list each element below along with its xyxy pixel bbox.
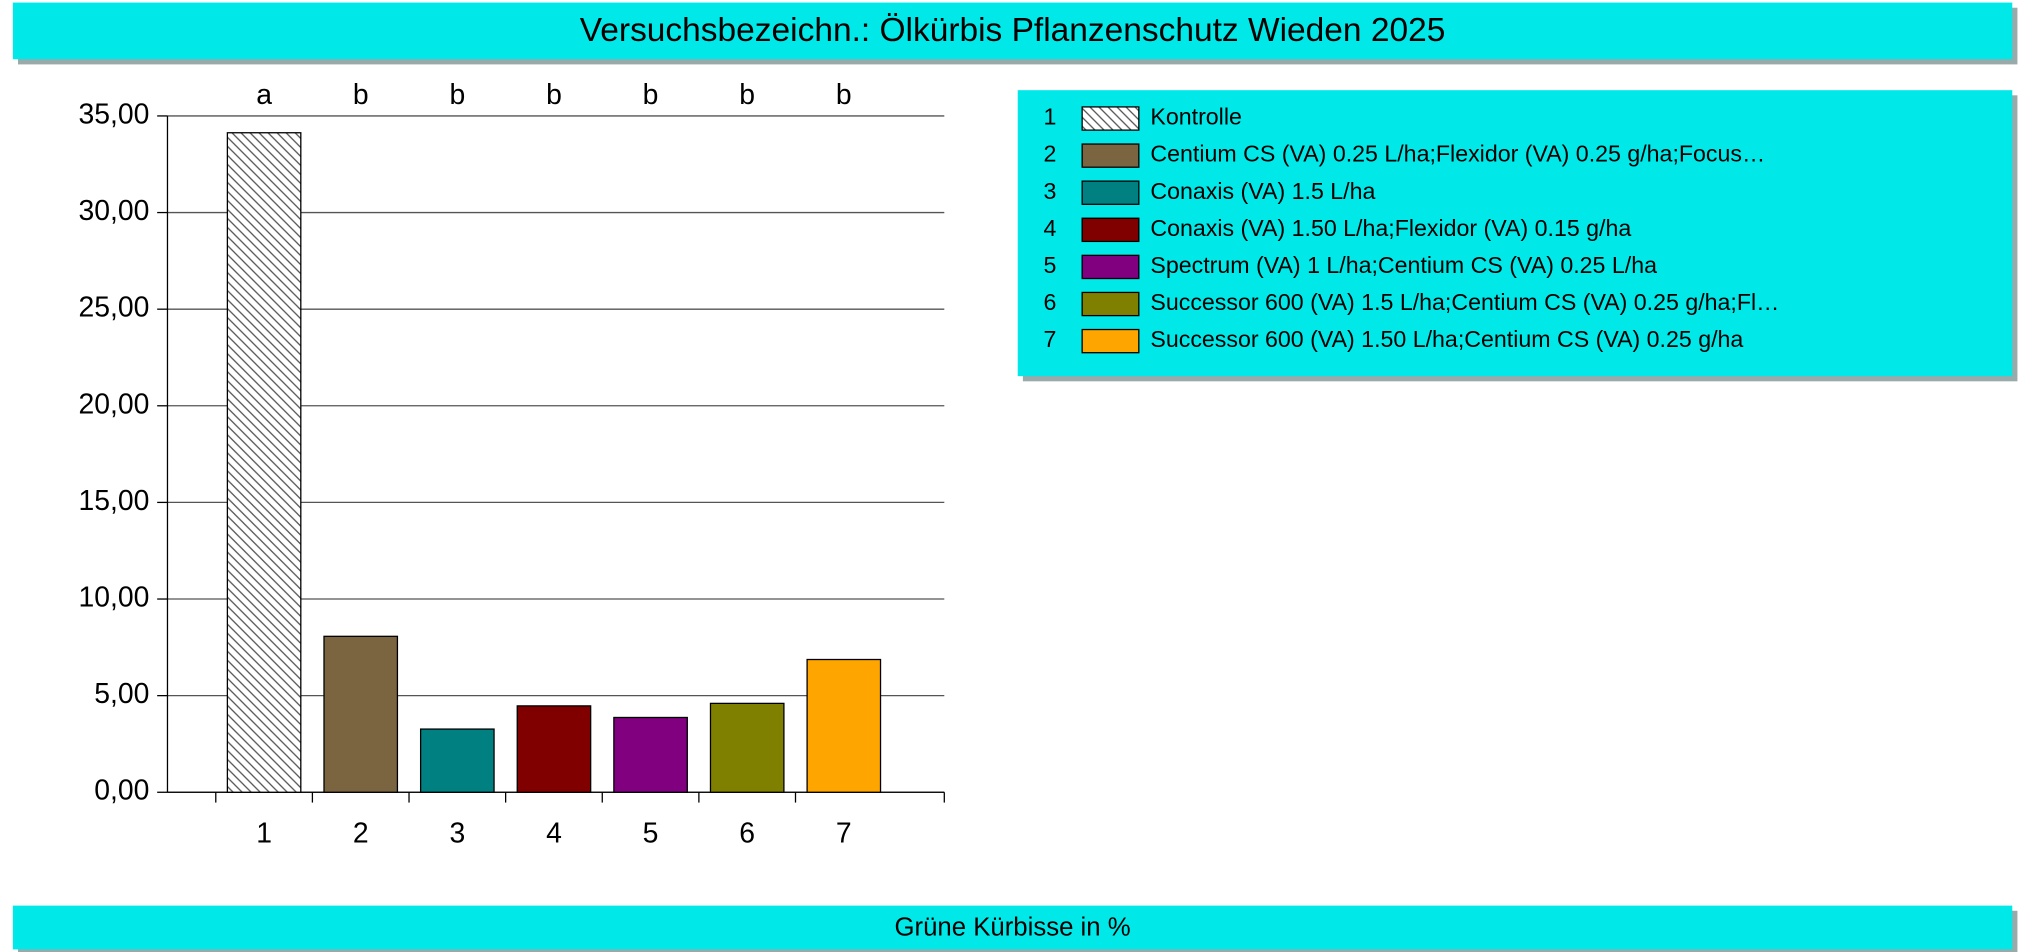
legend-number: 4	[1043, 215, 1056, 241]
bar	[419, 728, 495, 793]
legend-label: Conaxis (VA) 1.50 L/ha;Flexidor (VA) 0.1…	[1150, 215, 1631, 241]
legend-label: Successor 600 (VA) 1.50 L/ha;Centium CS …	[1150, 326, 1743, 352]
x-tick-label: 7	[836, 817, 852, 849]
bar	[613, 716, 688, 793]
legend-swatch	[1081, 291, 1140, 317]
legend-number: 7	[1043, 326, 1056, 352]
legend-label: Centium CS (VA) 0.25 L/ha;Flexidor (VA) …	[1150, 141, 1765, 167]
x-tick-label: 2	[353, 817, 369, 849]
y-tick-label: 10,00	[79, 582, 150, 614]
legend-swatch	[1081, 143, 1140, 168]
y-axis-label: Grüne Kürbisse in %	[894, 914, 1130, 942]
legend-label: Spectrum (VA) 1 L/ha;Centium CS (VA) 0.2…	[1150, 252, 1657, 278]
legend-label: Successor 600 (VA) 1.5 L/ha;Centium CS (…	[1150, 289, 1779, 315]
group-letter: b	[546, 79, 562, 111]
y-tick-label: 15,00	[79, 485, 150, 517]
legend-swatch	[1081, 254, 1140, 280]
y-tick-label: 20,00	[79, 388, 150, 420]
footer-bar	[12, 905, 2013, 950]
legend-number: 6	[1043, 289, 1056, 315]
y-tick-label: 25,00	[79, 292, 150, 324]
group-letter: b	[353, 79, 369, 111]
y-tick-label: 30,00	[79, 195, 150, 227]
x-tick-label: 4	[546, 817, 562, 849]
y-tick-label: 5,00	[94, 678, 149, 710]
x-tick-label: 5	[643, 817, 659, 849]
legend-number: 5	[1043, 252, 1056, 278]
title-bar	[12, 2, 2013, 60]
x-tick-label: 6	[739, 817, 755, 849]
bar	[806, 658, 882, 793]
legend-swatch	[1081, 328, 1140, 354]
legend-swatch	[1081, 180, 1140, 205]
bar	[323, 635, 399, 793]
bar	[226, 132, 302, 793]
legend-number: 3	[1043, 178, 1056, 204]
bar	[709, 702, 785, 793]
group-letter: b	[643, 79, 659, 111]
legend-label: Conaxis (VA) 1.5 L/ha	[1150, 178, 1375, 204]
y-tick-label: 0,00	[94, 775, 149, 807]
legend-box	[1017, 90, 2013, 377]
bar	[516, 705, 592, 793]
legend-number: 1	[1043, 104, 1056, 130]
legend-label: Kontrolle	[1150, 104, 1241, 130]
group-letter: b	[836, 79, 852, 111]
legend-swatch	[1081, 106, 1140, 131]
group-letter: b	[449, 79, 465, 111]
group-letter: a	[256, 79, 272, 111]
y-tick-label: 35,00	[79, 98, 150, 130]
x-tick-label: 3	[449, 817, 465, 849]
x-tick-label: 1	[256, 817, 272, 849]
legend-number: 2	[1043, 141, 1056, 167]
group-letter: b	[739, 79, 755, 111]
chart-title: Versuchsbezeichn.: Ölkürbis Pflanzenschu…	[580, 12, 1446, 49]
legend-swatch	[1081, 217, 1140, 243]
